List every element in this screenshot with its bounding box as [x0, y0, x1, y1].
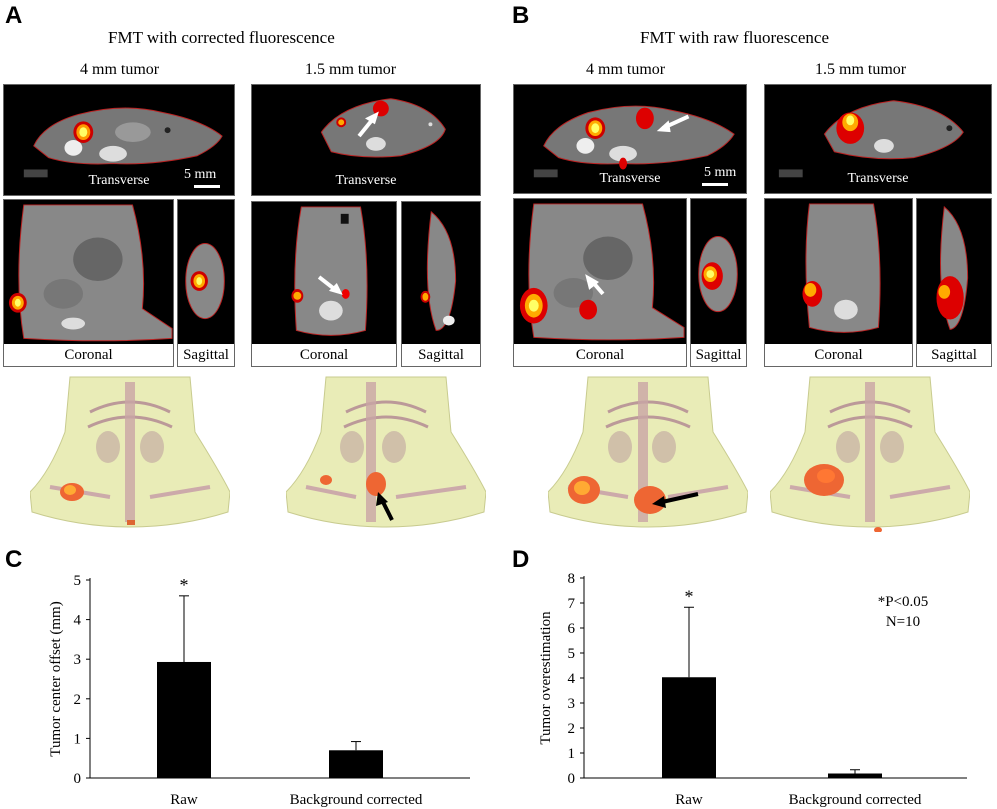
panel-a-col2-transverse-caption: Transverse	[335, 173, 397, 188]
panel-a-col1-sagittal-image: Sagittal	[177, 199, 235, 367]
chart-d-y-tick-label: 2	[568, 721, 576, 737]
panel-a-col1-coronal-image: Coronal	[3, 199, 174, 367]
panel-b-col2-coronal-caption: Coronal	[765, 344, 912, 366]
chart-d-y-tick-label: 3	[568, 696, 576, 712]
chart-d: 0 1 2 3 4 5 6 7 8 Tumor overestimation * Raw Backgro…	[538, 571, 967, 808]
panel-label-c: C	[5, 546, 23, 573]
panel-a-col2-coronal-image: Coronal	[251, 201, 397, 367]
chart-c-significance-star: *	[180, 575, 189, 595]
panel-b-col2-transverse-image: Transverse	[764, 84, 992, 194]
panel-b-scale-label: 5 mm	[704, 165, 737, 180]
panel-a-title: FMT with corrected fluorescence	[108, 28, 335, 47]
panel-b-col2-3d-render	[770, 372, 970, 532]
chart-c-category-label: Raw	[170, 792, 198, 808]
chart-d-y-label: Tumor overestimation	[538, 611, 554, 745]
chart-d-bar-corrected	[828, 773, 882, 778]
panel-a-scale-label: 5 mm	[184, 167, 217, 182]
chart-c-y-tick-label: 5	[74, 573, 82, 589]
chart-d-y-tick-label: 0	[568, 771, 576, 787]
panel-label-b: B	[512, 2, 530, 29]
chart-d-y-tick-label: 1	[568, 746, 576, 762]
panel-a-col1-coronal-caption: Coronal	[4, 344, 173, 366]
panel-b-col1-3d-render	[548, 372, 748, 532]
chart-c-y-tick-label: 1	[74, 731, 82, 747]
panel-a-col2-sagittal-image: Sagittal	[401, 201, 481, 367]
chart-d-annotation-n: N=10	[886, 614, 920, 630]
chart-d-y-tick-label: 8	[568, 571, 576, 587]
panel-label-d: D	[512, 546, 530, 573]
panel-a-col2-header: 1.5 mm tumor	[305, 61, 397, 78]
chart-d-category-label: Raw	[675, 792, 703, 808]
panel-b-col1-transverse-caption: Transverse	[599, 171, 661, 186]
panel-b-col2-header: 1.5 mm tumor	[815, 61, 907, 78]
panel-b-col1-sagittal-image: Sagittal	[690, 198, 747, 367]
panel-a-col2-transverse-image: Transverse	[251, 84, 481, 196]
panel-a-scale-bar	[194, 185, 220, 188]
chart-d-y-tick-label: 7	[568, 596, 576, 612]
panel-b-col1-coronal-image: Coronal	[513, 198, 687, 367]
chart-d-significance-star: *	[685, 586, 694, 606]
panel-label-a: A	[5, 2, 23, 29]
panel-a-col2-sagittal-caption: Sagittal	[402, 344, 480, 366]
panel-b-col2-coronal-image: Coronal	[764, 198, 913, 367]
chart-c-y-tick-label: 0	[74, 771, 82, 787]
panel-b-title: FMT with raw fluorescence	[640, 28, 829, 47]
panel-b-col1-transverse-image: Transverse 5 mm	[513, 84, 747, 194]
chart-c-y-label: Tumor center offset (mm)	[48, 601, 64, 756]
chart-c-y-tick-label: 4	[74, 613, 82, 629]
panel-a-col2-coronal-caption: Coronal	[252, 344, 396, 366]
chart-c-bar-corrected	[329, 750, 383, 778]
chart-d-y-tick-label: 4	[568, 671, 576, 687]
chart-d-y-tick-label: 5	[568, 646, 576, 662]
panel-b-col1-header: 4 mm tumor	[586, 61, 666, 78]
panel-b-col2-sagittal-image: Sagittal	[916, 198, 992, 367]
chart-c-y-tick-label: 2	[74, 692, 82, 708]
panel-a-col1-transverse-caption: Transverse	[88, 173, 150, 188]
panel-a-col2-3d-render	[286, 372, 486, 532]
chart-d-annotation-p: *P<0.05	[878, 594, 929, 610]
panel-b-col1-sagittal-caption: Sagittal	[691, 344, 746, 366]
panel-b-col2-transverse-caption: Transverse	[847, 171, 909, 186]
panel-a-col1-transverse-image: Transverse 5 mm	[3, 84, 235, 196]
chart-d-bar-raw	[662, 677, 716, 778]
panel-a-col1-sagittal-caption: Sagittal	[178, 344, 234, 366]
panel-a-col1-header: 4 mm tumor	[80, 61, 160, 78]
chart-c-bar-raw	[157, 661, 211, 778]
chart-d-y-tick-label: 6	[568, 621, 576, 637]
chart-c-category-label: Background corrected	[290, 792, 423, 808]
panel-b-col1-coronal-caption: Coronal	[514, 344, 686, 366]
panel-a-col1-3d-render	[30, 372, 230, 532]
chart-c-y-tick-label: 3	[74, 652, 82, 668]
chart-d-category-label: Background corrected	[789, 792, 922, 808]
panel-b-col2-sagittal-caption: Sagittal	[917, 344, 991, 366]
chart-c: 0 1 2 3 4 5 Tumor center offset (mm) * Raw Backgr…	[48, 573, 470, 808]
panel-b-scale-bar	[702, 183, 728, 186]
